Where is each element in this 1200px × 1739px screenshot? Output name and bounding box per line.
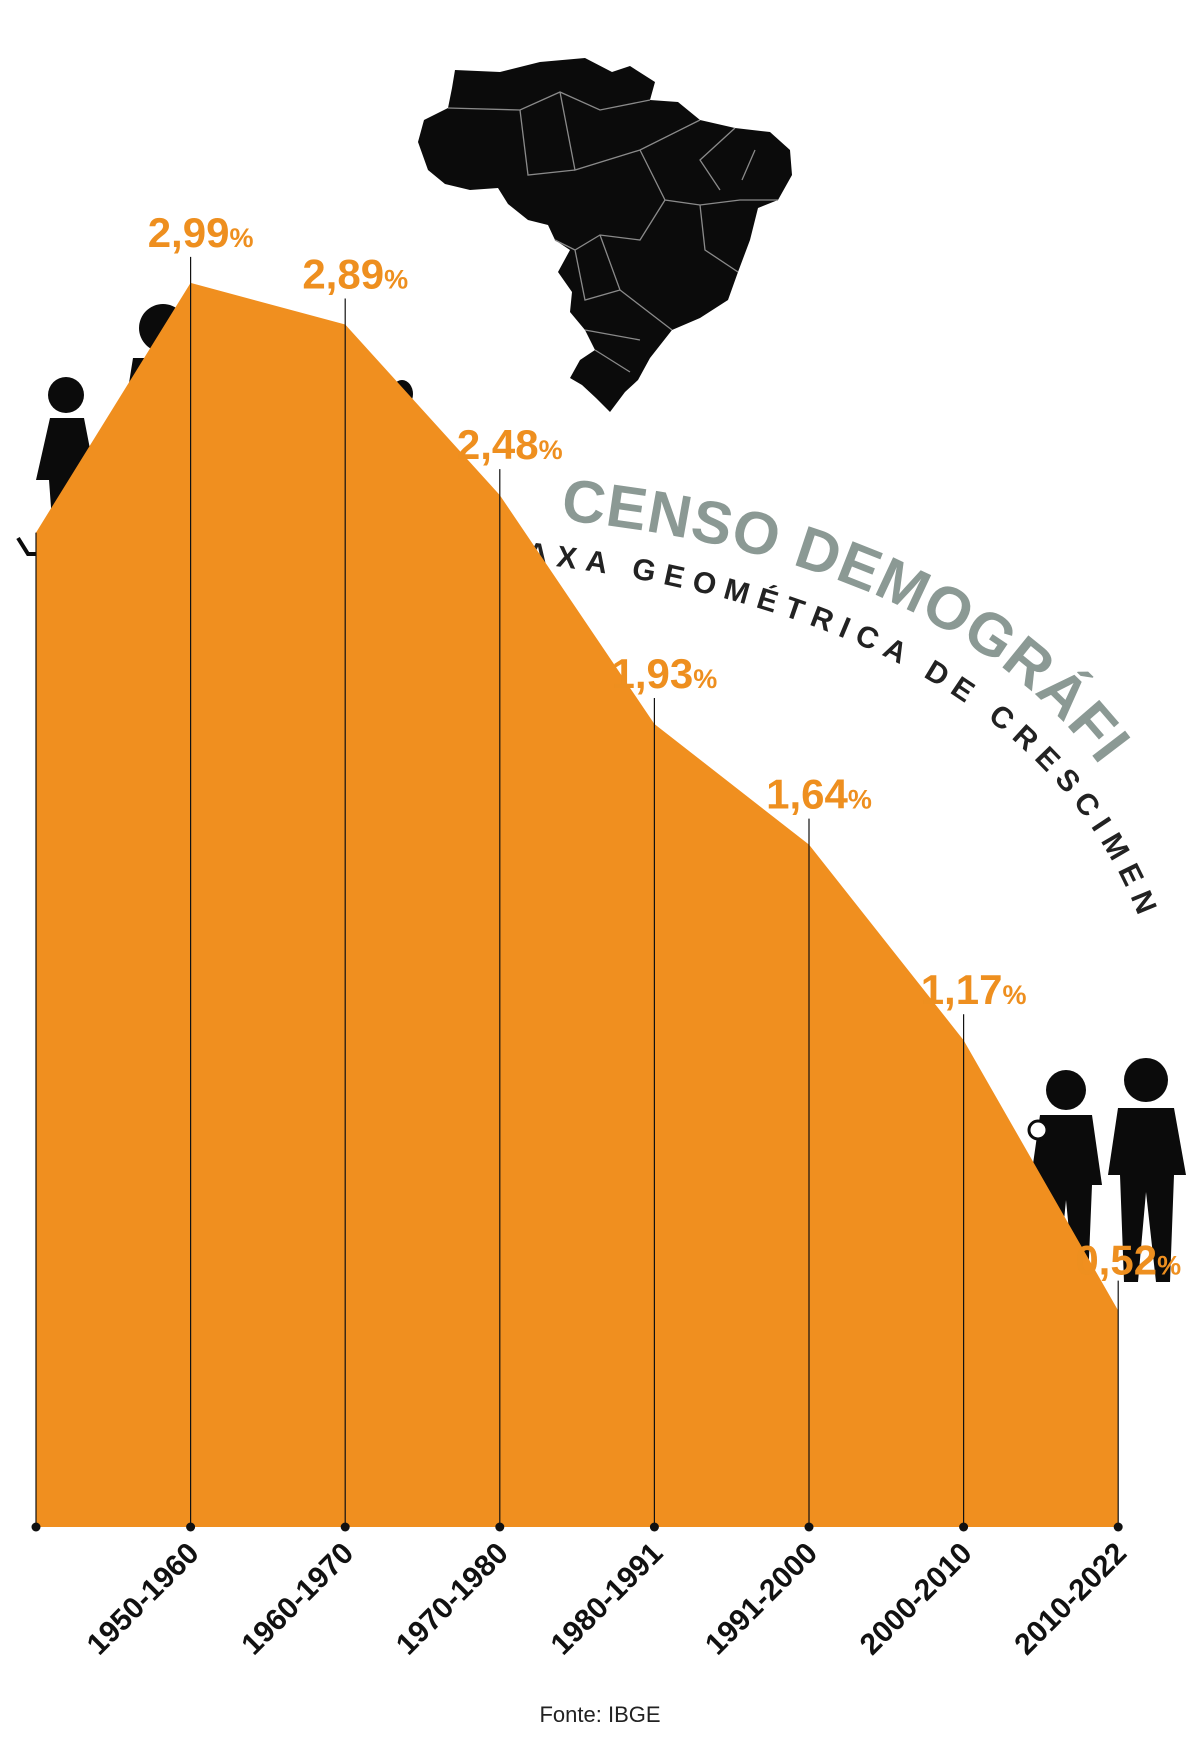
axis-dot	[804, 1522, 814, 1532]
x-tick-label: 1970-1980	[390, 1537, 515, 1662]
axis-dot	[959, 1522, 969, 1532]
x-tick-label: 2000-2010	[854, 1537, 979, 1662]
axis-dot	[186, 1522, 196, 1532]
x-tick-label: 1991-2000	[699, 1537, 824, 1662]
area-fill	[36, 282, 1119, 1527]
drop-lines	[35, 256, 1119, 1527]
value-label: 2,89%	[302, 251, 408, 298]
x-tick-label: 2010-2022	[1008, 1537, 1133, 1662]
value-label: 2,48%	[457, 421, 563, 468]
small-family-icon	[1027, 1058, 1186, 1282]
source-note: Fonte: IBGE	[539, 1702, 660, 1727]
x-tick-label: 1980-1991	[545, 1537, 670, 1662]
axis-dot	[1113, 1522, 1123, 1532]
axis-dot	[340, 1522, 350, 1532]
x-tick-label: 1950-1960	[81, 1537, 206, 1662]
x-axis: 1950-1960 1960-1970 1970-1980 1980-1991 1991…	[31, 1522, 1133, 1662]
axis-dot	[649, 1522, 659, 1532]
x-tick-label: 1960-1970	[235, 1537, 360, 1662]
axis-dot	[31, 1522, 41, 1532]
area-series	[36, 282, 1119, 1527]
value-labels: 2,99% 2,89% 2,48% 1,93% 1,64% 1,17% 0,52%	[148, 209, 1181, 1284]
value-label: 2,99%	[148, 209, 254, 256]
brazil-map-icon	[418, 58, 792, 412]
axis-dot	[495, 1522, 505, 1532]
value-label: 0,52%	[1075, 1237, 1181, 1284]
value-label: 1,93%	[612, 650, 718, 697]
value-label: 1,64%	[766, 771, 872, 818]
value-label: 1,17%	[921, 966, 1027, 1013]
